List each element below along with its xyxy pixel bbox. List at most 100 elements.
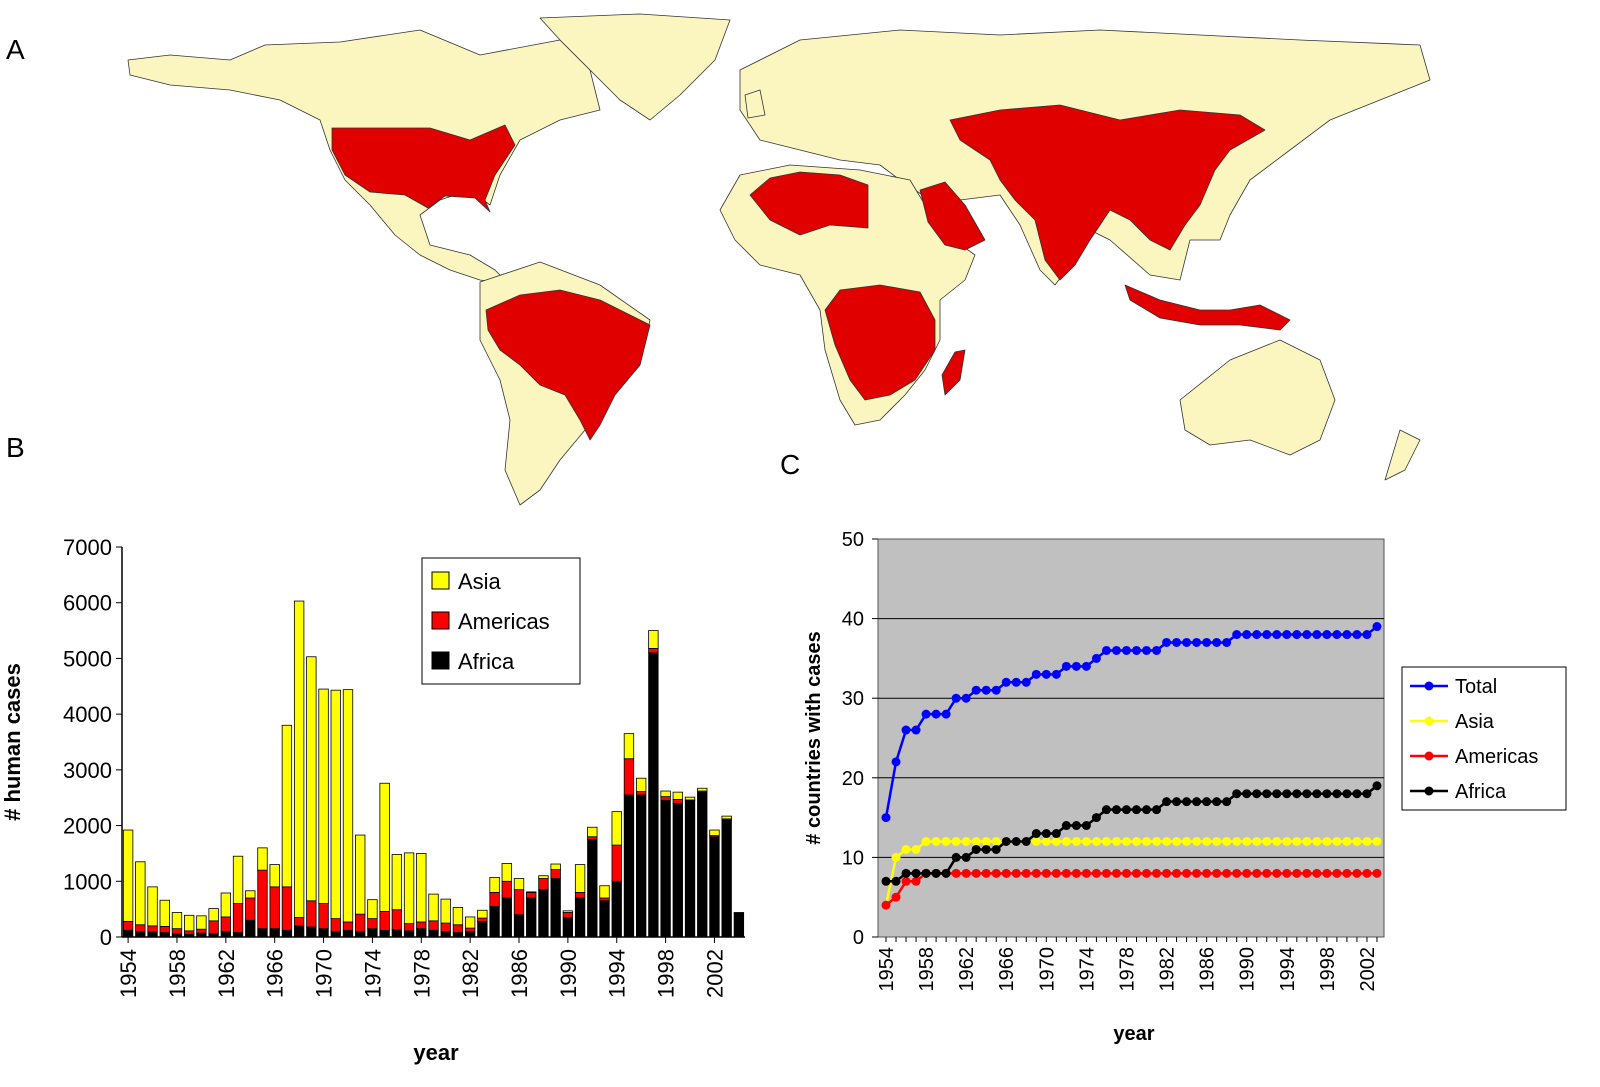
point-asia (991, 836, 1001, 846)
point-total (1192, 637, 1202, 647)
point-asia (1312, 836, 1322, 846)
bar-africa (293, 925, 305, 938)
bar-africa (697, 791, 708, 938)
bar-americas (538, 878, 549, 891)
map-land-australia (1179, 339, 1336, 456)
bar-africa (599, 900, 610, 938)
bar-africa (391, 929, 403, 938)
point-asia (971, 836, 981, 846)
bar-asia (428, 893, 439, 922)
x-tick-label: 1966 (263, 949, 288, 998)
point-asia (931, 836, 941, 846)
point-asia (1081, 836, 1091, 846)
bar-africa (636, 794, 647, 938)
bar-americas (587, 836, 598, 840)
point-total (961, 693, 971, 703)
bar-africa (513, 914, 525, 938)
point-asia (1091, 836, 1101, 846)
bar-americas (171, 928, 183, 935)
bar-africa (587, 839, 598, 938)
point-africa (1342, 789, 1352, 799)
bar-africa (122, 929, 134, 938)
point-asia (1302, 836, 1312, 846)
point-asia (1172, 836, 1182, 846)
bar-asia (245, 890, 256, 899)
bar-americas (293, 917, 305, 927)
point-total (1312, 630, 1322, 640)
point-total (1262, 630, 1272, 640)
map-land-new-zealand (1384, 429, 1421, 481)
point-americas (971, 868, 981, 878)
point-americas (1071, 868, 1081, 878)
bar-asia (672, 791, 683, 800)
map-land-uk (744, 89, 766, 119)
y-tick-label: 40 (842, 609, 864, 631)
legend-label-africa: Africa (1455, 781, 1507, 803)
point-americas (981, 868, 991, 878)
bar-africa (208, 933, 219, 938)
bar-asia (122, 829, 134, 922)
point-americas (1342, 868, 1352, 878)
bar-americas (220, 916, 231, 932)
point-americas (991, 868, 1001, 878)
bar-africa (269, 928, 280, 938)
bar-americas (367, 918, 378, 930)
bar-asia (147, 886, 158, 927)
point-americas (1061, 868, 1071, 878)
point-americas (1332, 868, 1342, 878)
bar-africa (306, 926, 317, 938)
legend-marker-americas (1424, 751, 1434, 761)
bar-asia (477, 909, 488, 919)
point-americas (1302, 868, 1312, 878)
x-tick-label: 1990 (556, 949, 581, 998)
x-tick-label: 1998 (1317, 947, 1339, 992)
point-africa (921, 868, 931, 878)
map-country-madagascar (941, 349, 966, 396)
point-americas (1292, 868, 1302, 878)
bar-africa (562, 917, 574, 938)
bar-asia (464, 916, 476, 929)
bar-asia (171, 912, 183, 930)
bar-asia (232, 855, 244, 904)
bar-americas (636, 791, 647, 796)
point-africa (1061, 821, 1071, 831)
point-africa (1182, 797, 1192, 807)
point-americas (1131, 868, 1141, 878)
bar-africa (526, 897, 537, 938)
panel-label-c: C (780, 449, 801, 480)
point-africa (1081, 821, 1091, 831)
bar-americas (623, 758, 635, 796)
bar-asia (574, 864, 586, 893)
point-africa (1051, 829, 1061, 839)
point-asia (981, 836, 991, 846)
point-africa (911, 868, 921, 878)
bar-americas (379, 910, 390, 931)
bar-asia (306, 656, 317, 902)
x-tick-label: 1958 (916, 947, 938, 992)
point-asia (1111, 836, 1121, 846)
y-tick-label: 1000 (63, 869, 112, 894)
point-africa (1292, 789, 1302, 799)
bar-americas (318, 903, 329, 930)
bar-asia (501, 863, 512, 882)
point-americas (1362, 868, 1372, 878)
bar-asia (355, 834, 366, 915)
y-tick-label: 5000 (63, 646, 112, 671)
point-total (991, 685, 1001, 695)
point-total (891, 757, 901, 767)
bar-asia (599, 885, 610, 899)
point-total (921, 709, 931, 719)
y-tick-label: 20 (842, 768, 864, 790)
bar-africa (538, 889, 549, 938)
point-americas (1322, 868, 1332, 878)
bar-asia (367, 899, 378, 920)
x-tick-label: 1958 (165, 949, 190, 998)
point-africa (1332, 789, 1342, 799)
bar-americas (477, 917, 488, 922)
point-asia (1262, 836, 1272, 846)
bar-africa (330, 931, 341, 938)
point-africa (1091, 813, 1101, 823)
point-asia (1232, 836, 1242, 846)
x-tick-label: 1994 (1277, 947, 1299, 992)
point-total (1031, 669, 1041, 679)
